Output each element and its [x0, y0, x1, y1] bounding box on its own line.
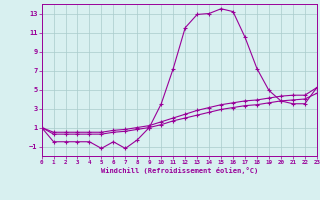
X-axis label: Windchill (Refroidissement éolien,°C): Windchill (Refroidissement éolien,°C): [100, 167, 258, 174]
